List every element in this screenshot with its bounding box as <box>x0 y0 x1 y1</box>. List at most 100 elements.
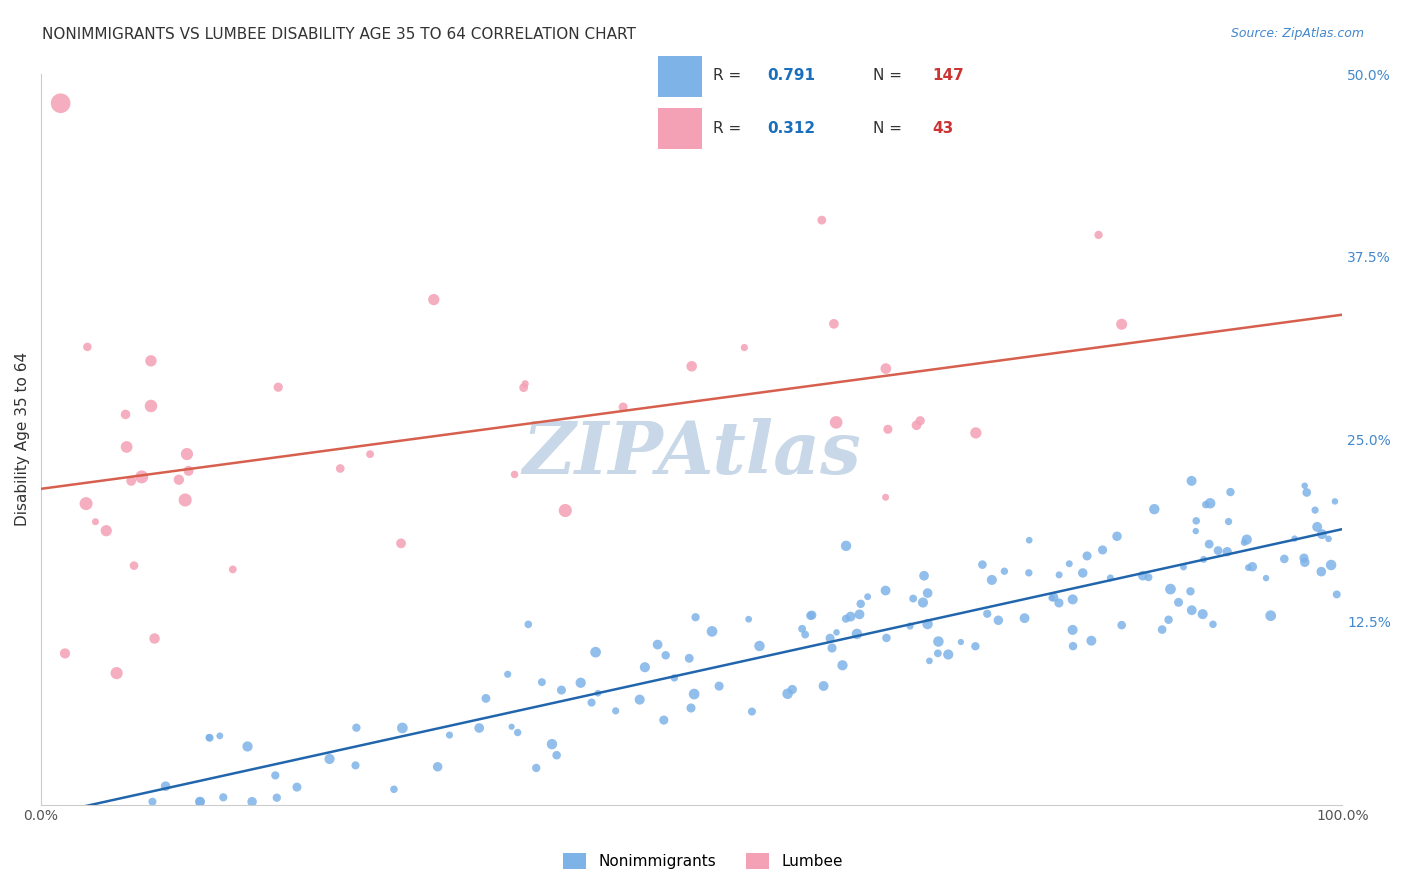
Point <box>831 658 853 673</box>
Point <box>1254 571 1277 585</box>
Point <box>1071 566 1094 580</box>
Point <box>821 640 844 655</box>
Point <box>1159 582 1181 596</box>
Point <box>1303 503 1326 517</box>
Point <box>1043 591 1066 605</box>
Point <box>1237 560 1260 574</box>
Point <box>96 524 118 538</box>
Point <box>1306 520 1329 534</box>
Text: R =: R = <box>713 69 745 84</box>
Text: Source: ZipAtlas.com: Source: ZipAtlas.com <box>1230 27 1364 40</box>
Point <box>1192 552 1215 566</box>
Point <box>856 590 879 604</box>
Point <box>439 728 461 742</box>
Point <box>1326 587 1348 601</box>
Point <box>700 624 723 639</box>
Point <box>993 564 1015 578</box>
Point <box>1099 571 1122 585</box>
Point <box>1143 502 1166 516</box>
Point <box>120 474 142 488</box>
Text: N =: N = <box>873 120 907 136</box>
Point <box>1091 543 1114 558</box>
Point <box>530 675 553 690</box>
Point <box>496 667 519 681</box>
Point <box>678 651 700 665</box>
Point <box>980 573 1002 587</box>
Text: 0.791: 0.791 <box>768 69 815 84</box>
Point <box>1260 608 1282 623</box>
Point <box>382 782 405 797</box>
Point <box>1062 623 1084 637</box>
Point <box>84 515 107 529</box>
Point <box>468 721 491 735</box>
Point <box>1284 532 1306 546</box>
Point <box>790 622 813 636</box>
Point <box>1198 537 1220 551</box>
Point <box>845 627 868 641</box>
Point <box>176 447 198 461</box>
Text: 147: 147 <box>932 69 963 84</box>
Point <box>1157 613 1180 627</box>
Text: 43: 43 <box>932 120 953 136</box>
Text: ZIPAtlas: ZIPAtlas <box>522 418 860 490</box>
Point <box>501 720 523 734</box>
Point <box>1087 227 1109 242</box>
Point <box>877 422 900 436</box>
Point <box>652 713 675 727</box>
Point <box>1014 611 1036 625</box>
Point <box>359 447 381 461</box>
Point <box>75 497 97 511</box>
Point <box>266 790 288 805</box>
Text: R =: R = <box>713 120 745 136</box>
Point <box>911 595 934 609</box>
Point <box>908 414 931 428</box>
Point <box>212 790 235 805</box>
Point <box>654 648 676 663</box>
Point <box>949 635 972 649</box>
Point <box>344 758 367 772</box>
Text: 0.312: 0.312 <box>768 120 815 136</box>
Point <box>1191 607 1213 621</box>
Point <box>794 627 817 641</box>
Point <box>115 440 138 454</box>
Point <box>503 467 526 482</box>
Point <box>174 493 197 508</box>
Point <box>285 780 308 794</box>
Point <box>905 418 928 433</box>
Point <box>240 795 263 809</box>
Point <box>1323 494 1346 508</box>
Point <box>912 568 935 582</box>
Point <box>835 612 858 626</box>
Point <box>917 586 939 600</box>
Point <box>222 562 245 576</box>
Point <box>875 361 897 376</box>
Point <box>1132 568 1154 582</box>
FancyBboxPatch shape <box>658 56 702 96</box>
Point <box>823 317 845 331</box>
Point <box>825 416 848 430</box>
Point <box>1080 633 1102 648</box>
Point <box>927 646 949 660</box>
Point <box>1181 603 1204 617</box>
Point <box>105 666 128 681</box>
Point <box>647 638 669 652</box>
Point <box>581 696 603 710</box>
Point <box>683 687 706 701</box>
Point <box>741 705 763 719</box>
Point <box>681 359 703 374</box>
Point <box>818 631 841 645</box>
Point <box>875 490 897 504</box>
Point <box>586 686 609 700</box>
Point <box>143 632 166 646</box>
Point <box>875 583 897 598</box>
Point <box>918 654 941 668</box>
Point <box>1294 479 1316 493</box>
Point <box>1152 623 1174 637</box>
Point <box>782 682 804 697</box>
Point <box>475 691 498 706</box>
Point <box>506 725 529 739</box>
Point <box>1317 532 1340 546</box>
Point <box>1233 535 1256 549</box>
Point <box>114 408 136 422</box>
Point <box>800 608 823 623</box>
